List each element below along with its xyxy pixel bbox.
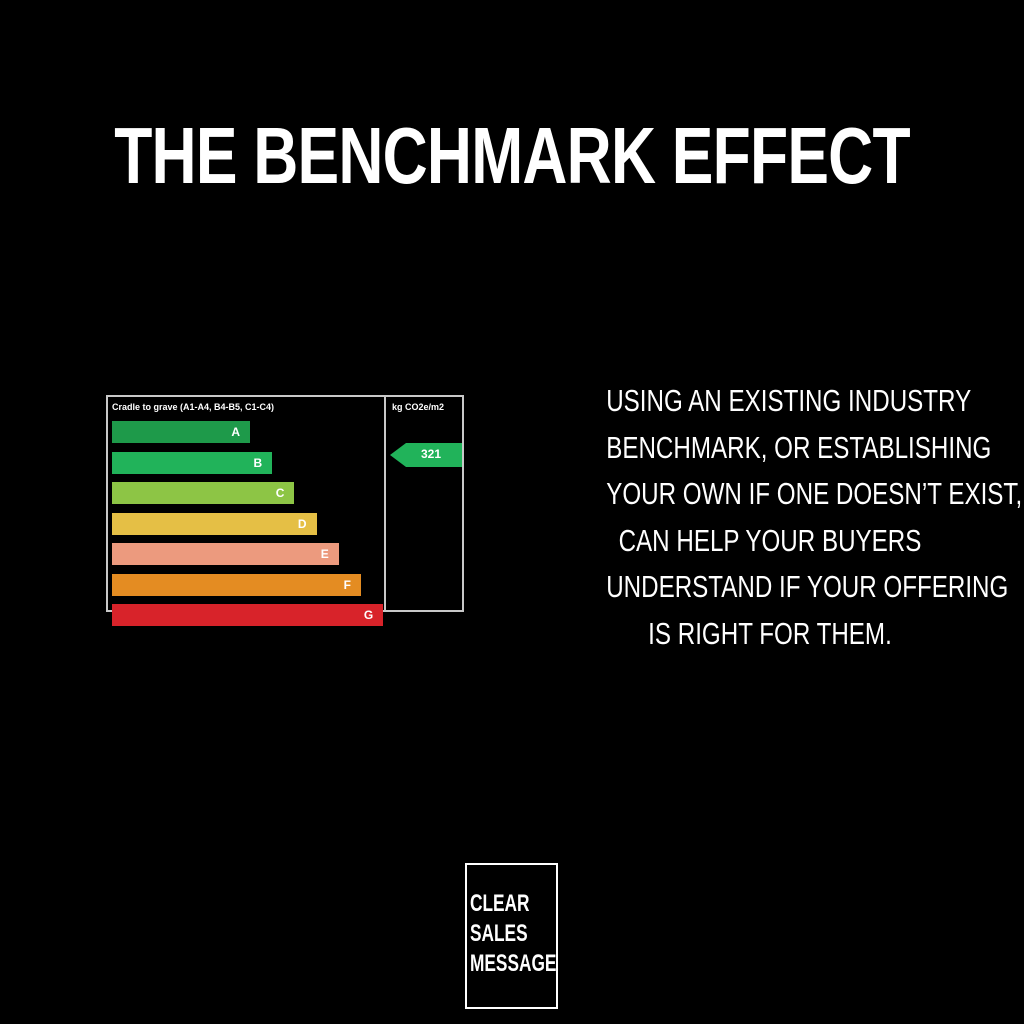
rating-band-c: C — [112, 482, 295, 504]
arrow-indicator-shape — [390, 443, 462, 467]
description-line: YOUR OWN IF ONE DOESN’T EXIST, — [606, 476, 1023, 511]
rating-band-g: G — [112, 604, 384, 626]
rating-band-label: B — [253, 455, 263, 470]
logo-text: CLEAR SALES MESSAGE — [470, 889, 556, 979]
unit-header: kg CO2e/m2 — [392, 402, 445, 412]
description-line: BENCHMARK, OR ESTABLISHING — [606, 429, 992, 465]
description-line: CAN HELP YOUR BUYERS — [618, 522, 922, 558]
rating-band-label: E — [320, 547, 329, 561]
rating-band-b: B — [112, 451, 273, 474]
brand-logo: CLEAR SALES MESSAGE — [465, 863, 558, 1009]
rating-band-a: A — [112, 421, 250, 443]
description-text: USING AN EXISTING INDUSTRY BENCHMARK, OR… — [560, 378, 1023, 657]
rating-band-label: A — [231, 425, 240, 439]
rating-value: 321 — [420, 447, 442, 461]
rating-band-label: D — [297, 516, 307, 531]
logo-line: MESSAGE — [470, 950, 557, 977]
description-line: USING AN EXISTING INDUSTRY — [606, 383, 972, 418]
energy-rating-chart: Cradle to grave (A1-A4, B4-B5, C1-C4) kg… — [106, 395, 464, 626]
rating-value-indicator: 321 — [390, 443, 462, 467]
rating-scale-header: Cradle to grave (A1-A4, B4-B5, C1-C4) — [112, 402, 275, 412]
description-line: IS RIGHT FOR THEM. — [648, 615, 892, 651]
panel-divider — [384, 397, 386, 610]
rating-band-label: F — [343, 577, 351, 592]
rating-band-e: E — [112, 543, 339, 565]
rating-band-label: C — [275, 486, 285, 500]
page-title: THE BENCHMARK EFFECT — [114, 111, 910, 200]
rating-band-d: D — [112, 512, 317, 535]
logo-line: CLEAR — [470, 890, 530, 917]
rating-band-f: F — [112, 573, 361, 596]
rating-band-label: G — [363, 608, 374, 622]
logo-line: SALES — [470, 920, 528, 947]
description-line: UNDERSTAND IF YOUR OFFERING — [606, 569, 1009, 604]
